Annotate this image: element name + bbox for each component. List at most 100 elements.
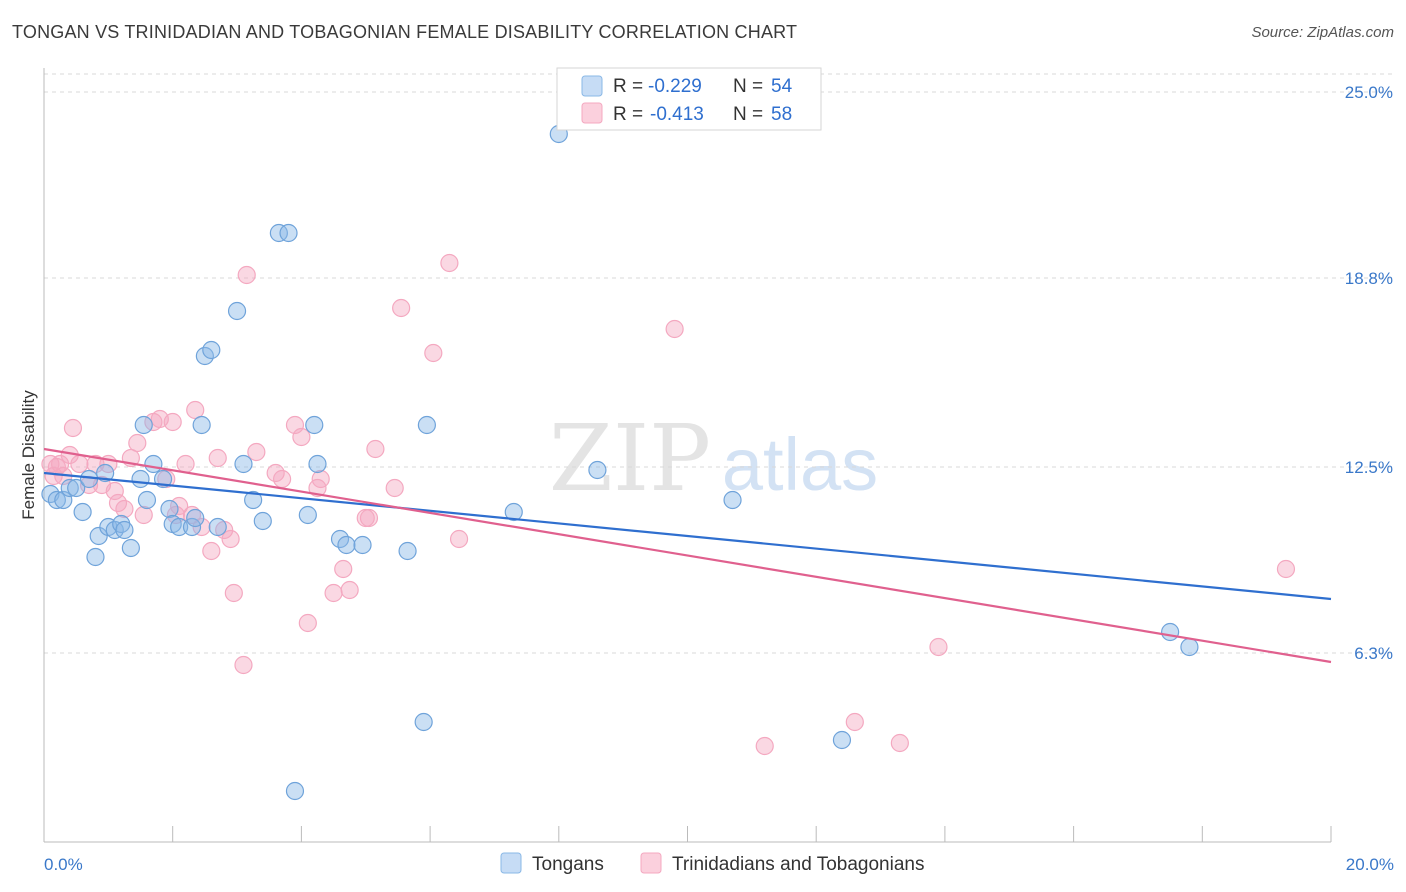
legend-r-value-tongans: -0.229 [648,76,702,97]
y-tick-label: 18.8% [1345,269,1393,288]
point-trinidadians [359,508,379,528]
stats-legend: R = -0.229 N = 54 R = -0.413 N = 58 [556,67,822,131]
point-trinidadians [70,454,89,474]
point-trinidadians [334,559,353,579]
point-tongans [308,454,327,474]
series-trinidadians-points [41,253,1296,756]
point-trinidadians [224,583,243,603]
point-trinidadians [202,541,221,561]
point-trinidadians [298,613,317,633]
point-trinidadians [134,505,153,525]
point-tongans [253,511,272,531]
point-tongans [414,712,433,732]
point-trinidadians [176,454,195,474]
point-trinidadians [237,265,256,285]
point-tongans [60,478,79,498]
y-tick-labels: 6.3% 12.5% 18.8% 25.0% [1345,83,1393,663]
point-trinidadians [292,427,311,447]
point-trinidadians [1276,559,1296,579]
point-tongans [170,517,189,537]
point-trinidadians [272,469,292,489]
bottom-legend-swatch-tongans [500,852,522,874]
point-trinidadians [186,400,205,420]
point-tongans [504,502,523,522]
legend-n-label-trinidadians: N = [733,104,763,125]
point-tongans [47,490,66,510]
point-trinidadians [192,517,211,537]
legend-r-value-trinidadians: -0.413 [650,104,704,125]
point-tongans [131,469,150,489]
point-tongans [588,460,607,480]
point-trinidadians [929,637,948,657]
series-legend: Tongans Trinidadians and Tobagonians [500,852,924,875]
trend-line-trinidadians [43,447,1332,664]
point-tongans [67,478,86,498]
gridlines [44,73,1394,654]
point-trinidadians [755,736,774,756]
point-tongans [202,340,221,360]
legend-n-label-tongans: N = [733,76,763,97]
point-tongans [305,415,324,435]
point-tongans [832,730,852,750]
point-trinidadians [340,580,359,600]
point-tongans [186,508,205,528]
bottom-legend-swatch-trinidadians [640,852,662,874]
point-tongans [337,535,356,555]
point-tongans [208,517,227,537]
point-trinidadians [366,439,385,459]
point-trinidadians [311,469,330,489]
trend-lines [43,447,1332,664]
point-tongans [1180,637,1199,657]
point-trinidadians [115,499,134,519]
point-trinidadians [128,433,147,453]
point-tongans [279,223,298,243]
point-tongans [121,538,140,558]
point-trinidadians [221,529,240,549]
legend-swatch-trinidadians [581,102,603,124]
point-trinidadians [665,319,684,339]
chart-title: TONGAN VS TRINIDADIAN AND TOBAGONIAN FEM… [12,22,798,42]
legend-n-value-tongans: 54 [771,76,793,97]
trend-line-tongans [43,471,1332,601]
point-tongans [96,463,115,483]
point-tongans [227,301,247,321]
legend-swatch-tongans [581,75,603,97]
point-tongans [244,490,263,510]
point-trinidadians [234,655,253,675]
x-tick-label-min: 0.0% [44,855,83,874]
legend-r-label-tongans: R = [613,76,643,97]
point-trinidadians [845,712,864,732]
point-tongans [134,415,153,435]
y-tick-label: 6.3% [1354,644,1393,663]
watermark-zip: ZIP [549,405,711,512]
point-tongans [192,415,211,435]
x-tick-marks [172,826,1332,842]
y-axis-title: Female Disability [19,390,38,520]
point-tongans [160,499,179,519]
point-trinidadians [208,448,227,468]
point-trinidadians [163,412,182,432]
point-trinidadians [385,478,404,498]
bottom-legend-label-tongans: Tongans [532,854,604,875]
point-tongans [73,502,92,522]
y-tick-label: 25.0% [1345,83,1393,102]
point-tongans [234,454,253,474]
point-tongans [723,490,742,510]
watermark-atlas: atlas [722,423,878,506]
point-tongans [115,520,134,540]
point-trinidadians [47,457,66,477]
point-tongans [417,415,436,435]
point-trinidadians [105,481,124,501]
x-tick-label-max: 20.0% [1346,855,1394,874]
point-trinidadians [324,583,343,603]
legend-r-label-trinidadians: R = [613,104,643,125]
point-trinidadians [449,529,469,549]
point-tongans [285,781,305,801]
point-trinidadians [63,418,83,438]
source-label: Source: ZipAtlas.com [1251,24,1394,41]
point-trinidadians [392,298,411,318]
bottom-legend-label-trinidadians: Trinidadians and Tobagonians [672,854,924,875]
point-trinidadians [890,733,909,753]
point-tongans [1161,622,1180,642]
